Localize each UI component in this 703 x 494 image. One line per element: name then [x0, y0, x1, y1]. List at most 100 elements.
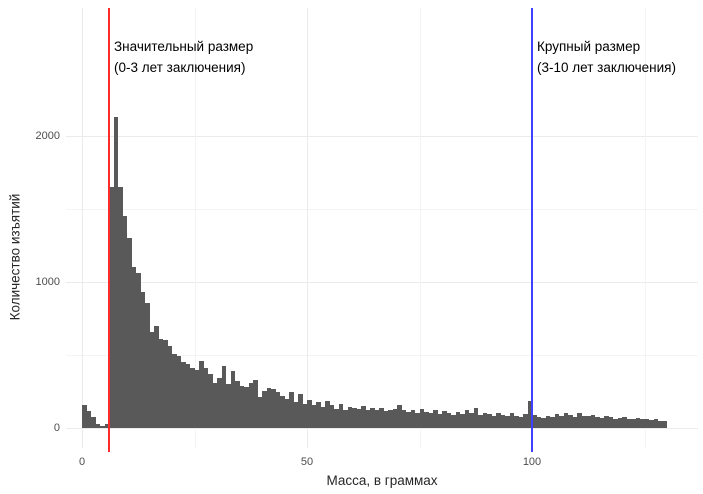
histogram-bar [86, 411, 92, 428]
v-gridline [307, 8, 308, 448]
histogram-bar [275, 392, 281, 428]
histogram-bar [464, 410, 470, 428]
large-size-annotation: Крупный размер (3-10 лет заключения) [537, 39, 676, 75]
histogram-bar [253, 379, 258, 428]
histogram-bar [154, 325, 159, 428]
histogram-bar [572, 417, 578, 428]
histogram-bar [523, 414, 528, 428]
histogram-bar [554, 414, 560, 428]
histogram-bar [302, 403, 308, 428]
histogram-bar [392, 409, 398, 428]
v-gridline [644, 8, 646, 448]
histogram-bar [145, 303, 150, 428]
histogram-bar [208, 373, 213, 428]
histogram-bar [559, 416, 564, 428]
histogram-bar [379, 407, 384, 428]
h-gridline [66, 209, 698, 210]
histogram-bar [635, 417, 641, 428]
histogram-bar [365, 409, 371, 428]
histogram-bar [536, 417, 542, 428]
histogram-bar [347, 406, 353, 428]
histogram-bar [284, 398, 290, 428]
histogram-bar [221, 365, 227, 428]
histogram-bar [406, 411, 411, 428]
histogram-bar [248, 382, 254, 428]
y-tick-label: 2000 [35, 130, 60, 142]
histogram-bar [257, 397, 263, 428]
histogram-bar [419, 409, 425, 428]
histogram-bar [262, 390, 267, 428]
histogram-bar [266, 387, 272, 428]
histogram-bar [604, 415, 609, 428]
histogram-bar [307, 400, 312, 428]
histogram-bar [280, 395, 285, 428]
histogram-bar [397, 404, 402, 428]
histogram-bar [343, 410, 348, 428]
histogram-bar [235, 381, 240, 428]
histogram-bar [118, 187, 123, 428]
histogram-bar [509, 413, 515, 428]
histogram-bar [325, 400, 330, 428]
significant-size-annotation: Значительный размер (0-3 лет заключения) [114, 39, 254, 75]
histogram-bar [568, 414, 573, 428]
histogram-bar [545, 415, 551, 428]
histogram-bar [352, 407, 357, 428]
histogram-bar [329, 405, 335, 428]
histogram-bar [608, 417, 614, 428]
histogram-bar [653, 419, 659, 428]
histogram-bar [383, 411, 389, 428]
histogram-bar [181, 361, 186, 428]
histogram-bar [469, 413, 474, 428]
histogram-bar [212, 382, 218, 428]
histogram-bar [311, 405, 317, 428]
histogram-bar [194, 369, 200, 428]
significant-threshold-line [108, 8, 110, 452]
histogram-bar [518, 417, 524, 428]
histogram-bar [163, 340, 168, 428]
histogram-bar [190, 368, 195, 428]
histogram-bar [613, 418, 618, 428]
histogram-bar [239, 385, 245, 428]
histogram-bar [388, 409, 393, 428]
histogram-bar [626, 418, 632, 428]
histogram-bar [271, 389, 276, 428]
histogram-bar [334, 409, 339, 428]
histogram-bar [496, 412, 501, 428]
histogram-bar [590, 414, 596, 428]
histogram-bar [505, 416, 510, 428]
h-gridline [66, 428, 698, 429]
histogram-bar [541, 417, 546, 428]
histogram-bar [167, 346, 173, 428]
histogram-bar [361, 406, 366, 428]
histogram-bar [460, 414, 465, 428]
histogram-bar [563, 413, 569, 428]
large-threshold-line [531, 8, 533, 452]
histogram-bar [289, 392, 294, 428]
histogram-bar [599, 417, 605, 428]
histogram-bar [550, 417, 555, 428]
x-tick-label: 100 [522, 456, 542, 468]
histogram-bar [172, 353, 177, 428]
histogram-bar [649, 419, 654, 428]
histogram-bar [577, 413, 582, 428]
histogram-bar [230, 371, 236, 428]
histogram-bar [293, 402, 299, 428]
histogram-bar [640, 418, 645, 428]
histogram-bar [356, 409, 362, 428]
histogram-bar [527, 400, 533, 428]
histogram-bar [446, 413, 452, 428]
y-axis-title: Количество изъятий [7, 193, 23, 321]
histogram-bar [644, 419, 650, 428]
histogram-bar [199, 360, 204, 428]
histogram-bar [320, 406, 326, 428]
histogram-bar [410, 409, 416, 428]
x-axis-title: Масса, в граммах [326, 473, 438, 488]
histogram-bar [104, 423, 110, 428]
histogram-bar [158, 338, 164, 428]
h-gridline [66, 136, 698, 137]
histogram-bar [415, 412, 420, 428]
y-tick-label: 0 [53, 422, 60, 434]
histogram-bar [109, 187, 114, 428]
histogram-bar [136, 273, 141, 428]
histogram-bar [622, 417, 627, 428]
